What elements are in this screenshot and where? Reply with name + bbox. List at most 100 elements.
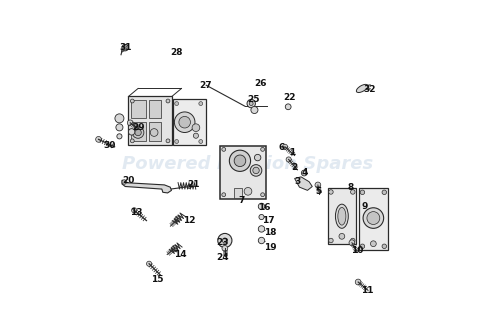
Ellipse shape bbox=[338, 207, 346, 225]
Text: 23: 23 bbox=[216, 238, 229, 247]
Circle shape bbox=[96, 136, 102, 142]
Circle shape bbox=[355, 279, 361, 285]
Circle shape bbox=[122, 180, 126, 184]
Bar bbox=[234, 188, 242, 198]
Circle shape bbox=[258, 237, 265, 244]
Text: 16: 16 bbox=[258, 203, 271, 212]
Polygon shape bbox=[295, 177, 312, 190]
Circle shape bbox=[132, 127, 144, 138]
Circle shape bbox=[222, 193, 226, 196]
Circle shape bbox=[222, 238, 228, 243]
Text: 22: 22 bbox=[283, 92, 296, 102]
Circle shape bbox=[339, 234, 345, 239]
Circle shape bbox=[360, 244, 365, 249]
Circle shape bbox=[128, 124, 135, 131]
Bar bbox=[359, 188, 387, 250]
Circle shape bbox=[302, 170, 307, 176]
Text: 21: 21 bbox=[187, 180, 199, 189]
Circle shape bbox=[259, 215, 264, 220]
Circle shape bbox=[128, 129, 135, 135]
Circle shape bbox=[250, 165, 262, 176]
Circle shape bbox=[175, 140, 179, 143]
Circle shape bbox=[130, 139, 134, 143]
Circle shape bbox=[371, 241, 376, 247]
Polygon shape bbox=[122, 180, 172, 193]
Circle shape bbox=[175, 102, 179, 106]
Bar bbox=[131, 100, 146, 118]
Circle shape bbox=[258, 203, 265, 210]
Circle shape bbox=[247, 99, 255, 108]
Text: 14: 14 bbox=[174, 250, 187, 259]
Text: 20: 20 bbox=[122, 176, 134, 185]
Circle shape bbox=[130, 99, 134, 103]
Circle shape bbox=[261, 148, 264, 151]
Circle shape bbox=[166, 139, 170, 143]
Circle shape bbox=[187, 185, 191, 188]
Circle shape bbox=[193, 133, 198, 138]
Text: 26: 26 bbox=[254, 79, 266, 88]
Text: 25: 25 bbox=[248, 95, 260, 104]
Text: 2: 2 bbox=[292, 163, 298, 172]
Circle shape bbox=[367, 212, 380, 224]
Circle shape bbox=[351, 190, 355, 194]
Bar bbox=[328, 188, 356, 244]
Text: 5: 5 bbox=[315, 187, 321, 196]
Text: 27: 27 bbox=[199, 81, 212, 90]
Circle shape bbox=[253, 167, 259, 174]
Circle shape bbox=[251, 107, 258, 113]
Circle shape bbox=[115, 114, 124, 123]
Circle shape bbox=[351, 238, 355, 243]
Circle shape bbox=[192, 124, 200, 132]
Ellipse shape bbox=[356, 84, 368, 92]
Circle shape bbox=[150, 129, 158, 136]
Circle shape bbox=[282, 144, 288, 150]
Circle shape bbox=[315, 182, 321, 188]
Circle shape bbox=[258, 226, 265, 232]
Circle shape bbox=[254, 154, 261, 161]
Circle shape bbox=[229, 150, 250, 172]
Text: 29: 29 bbox=[132, 123, 144, 132]
Circle shape bbox=[286, 157, 291, 162]
Bar bbox=[220, 146, 266, 198]
Text: 8: 8 bbox=[347, 183, 353, 192]
Circle shape bbox=[127, 120, 133, 126]
Circle shape bbox=[175, 216, 181, 222]
Bar bbox=[131, 122, 146, 141]
Circle shape bbox=[166, 99, 170, 103]
Circle shape bbox=[122, 44, 128, 51]
Circle shape bbox=[382, 244, 386, 249]
Circle shape bbox=[349, 240, 355, 246]
Circle shape bbox=[382, 190, 386, 195]
Text: 11: 11 bbox=[361, 286, 374, 295]
Text: 3: 3 bbox=[295, 177, 301, 186]
Bar bbox=[174, 99, 205, 145]
Circle shape bbox=[329, 190, 333, 194]
Circle shape bbox=[135, 129, 141, 136]
Text: 24: 24 bbox=[216, 253, 229, 262]
Circle shape bbox=[172, 245, 178, 251]
Circle shape bbox=[261, 193, 264, 196]
Circle shape bbox=[285, 104, 291, 110]
Text: 28: 28 bbox=[171, 48, 183, 57]
Text: 30: 30 bbox=[103, 141, 116, 150]
Circle shape bbox=[131, 208, 137, 213]
Text: 32: 32 bbox=[363, 85, 376, 94]
Text: Powered by­ision Spares: Powered by­ision Spares bbox=[123, 155, 373, 173]
Bar bbox=[149, 122, 161, 141]
Text: 12: 12 bbox=[183, 216, 195, 225]
Circle shape bbox=[116, 124, 123, 131]
Text: 15: 15 bbox=[151, 275, 164, 284]
Circle shape bbox=[363, 208, 383, 228]
Text: 1: 1 bbox=[289, 148, 295, 157]
Text: 6: 6 bbox=[279, 143, 285, 152]
Circle shape bbox=[244, 188, 252, 195]
Text: 10: 10 bbox=[351, 246, 364, 255]
Circle shape bbox=[199, 140, 203, 143]
Circle shape bbox=[329, 238, 333, 243]
Text: 4: 4 bbox=[302, 168, 309, 177]
Text: 31: 31 bbox=[119, 43, 131, 52]
Text: 9: 9 bbox=[361, 202, 368, 211]
Text: 19: 19 bbox=[263, 243, 276, 252]
Circle shape bbox=[234, 155, 246, 167]
Circle shape bbox=[124, 46, 127, 50]
